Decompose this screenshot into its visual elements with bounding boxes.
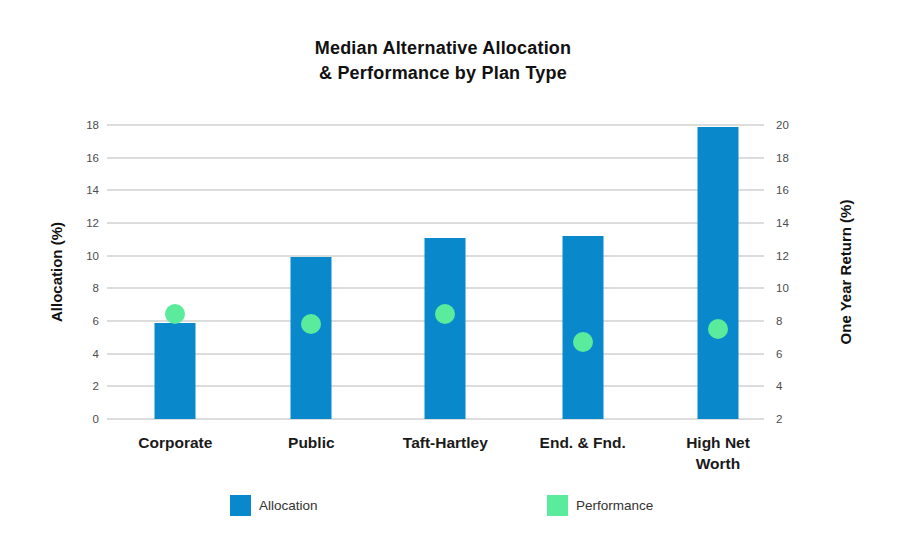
legend-swatch-performance	[547, 495, 568, 516]
gridline-14	[107, 189, 764, 191]
right-tick-6: 6	[776, 348, 782, 360]
right-tick-12: 12	[776, 250, 789, 262]
legend-swatch-allocation	[230, 495, 251, 516]
gridline-12	[107, 222, 764, 224]
category-label-public: Public	[236, 432, 386, 453]
bar-high-net-worth	[698, 127, 739, 419]
performance-dot-public	[301, 314, 321, 334]
left-tick-16: 16	[86, 152, 99, 164]
plot-area	[107, 125, 764, 419]
left-tick-6: 6	[93, 315, 99, 327]
chart: Median Alternative Allocation & Performa…	[0, 0, 901, 551]
chart-title: Median Alternative Allocation & Performa…	[0, 36, 886, 86]
left-tick-0: 0	[93, 413, 99, 425]
category-label-taft-hartley: Taft-Hartley	[370, 432, 520, 453]
right-tick-20: 20	[776, 119, 789, 131]
gridline-16	[107, 157, 764, 159]
chart-title-line1: Median Alternative Allocation	[0, 36, 886, 61]
right-axis-title: One Year Return (%)	[837, 200, 854, 345]
left-tick-12: 12	[86, 217, 99, 229]
chart-title-line2: & Performance by Plan Type	[0, 61, 886, 86]
x-axis-category-labels: CorporatePublicTaft-HartleyEnd. & Fnd.Hi…	[107, 432, 764, 492]
left-tick-8: 8	[93, 282, 99, 294]
right-tick-2: 2	[776, 413, 782, 425]
right-tick-8: 8	[776, 315, 782, 327]
left-tick-14: 14	[86, 184, 99, 196]
category-label-end.-&-fnd.: End. & Fnd.	[508, 432, 658, 453]
left-axis-ticks: 024681012141618	[0, 125, 99, 419]
category-label-corporate: Corporate	[100, 432, 250, 453]
left-tick-4: 4	[93, 348, 99, 360]
right-tick-4: 4	[776, 380, 782, 392]
legend-label: Performance	[576, 498, 653, 513]
right-tick-14: 14	[776, 217, 789, 229]
right-tick-10: 10	[776, 282, 789, 294]
legend-label: Allocation	[259, 498, 318, 513]
performance-dot-taft-hartley	[435, 304, 455, 324]
bar-taft-hartley	[425, 238, 466, 419]
bar-public	[291, 257, 332, 419]
left-tick-10: 10	[86, 250, 99, 262]
category-label-high-net-worth: High Net Worth	[643, 432, 793, 474]
right-axis-ticks: 2468101214161820	[776, 125, 836, 419]
legend: Allocation Performance	[0, 495, 901, 519]
bar-end.-&-fnd.	[562, 236, 603, 419]
performance-dot-corporate	[165, 304, 185, 324]
performance-dot-end.-&-fnd.	[573, 332, 593, 352]
bar-corporate	[155, 323, 196, 419]
gridline-18	[107, 124, 764, 126]
right-tick-18: 18	[776, 152, 789, 164]
left-tick-2: 2	[93, 380, 99, 392]
performance-dot-high-net-worth	[708, 319, 728, 339]
right-tick-16: 16	[776, 184, 789, 196]
left-tick-18: 18	[86, 119, 99, 131]
